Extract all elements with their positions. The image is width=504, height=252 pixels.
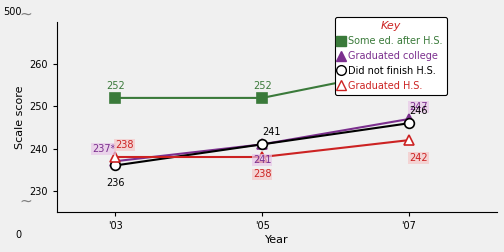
Text: 241: 241 [253, 155, 272, 166]
Legend: Some ed. after H.S., Graduated college, Did not finish H.S., Graduated H.S.: Some ed. after H.S., Graduated college, … [335, 17, 447, 94]
Text: 237*: 237* [92, 144, 115, 154]
Text: 259: 259 [409, 51, 427, 61]
Text: ~: ~ [20, 194, 32, 209]
Text: 252: 252 [106, 81, 125, 91]
Text: 500: 500 [3, 8, 22, 17]
Text: ~: ~ [20, 7, 32, 22]
Text: 238: 238 [253, 170, 272, 179]
Text: 236: 236 [106, 178, 124, 188]
Text: 241: 241 [262, 128, 281, 137]
Text: 247: 247 [409, 102, 427, 112]
X-axis label: Year: Year [265, 235, 289, 245]
Text: 246: 246 [409, 106, 427, 116]
Y-axis label: Scale score: Scale score [15, 85, 25, 149]
Text: 242: 242 [409, 153, 427, 163]
Text: 252: 252 [253, 81, 272, 91]
Text: 238: 238 [115, 140, 134, 150]
Text: 0: 0 [15, 230, 22, 240]
